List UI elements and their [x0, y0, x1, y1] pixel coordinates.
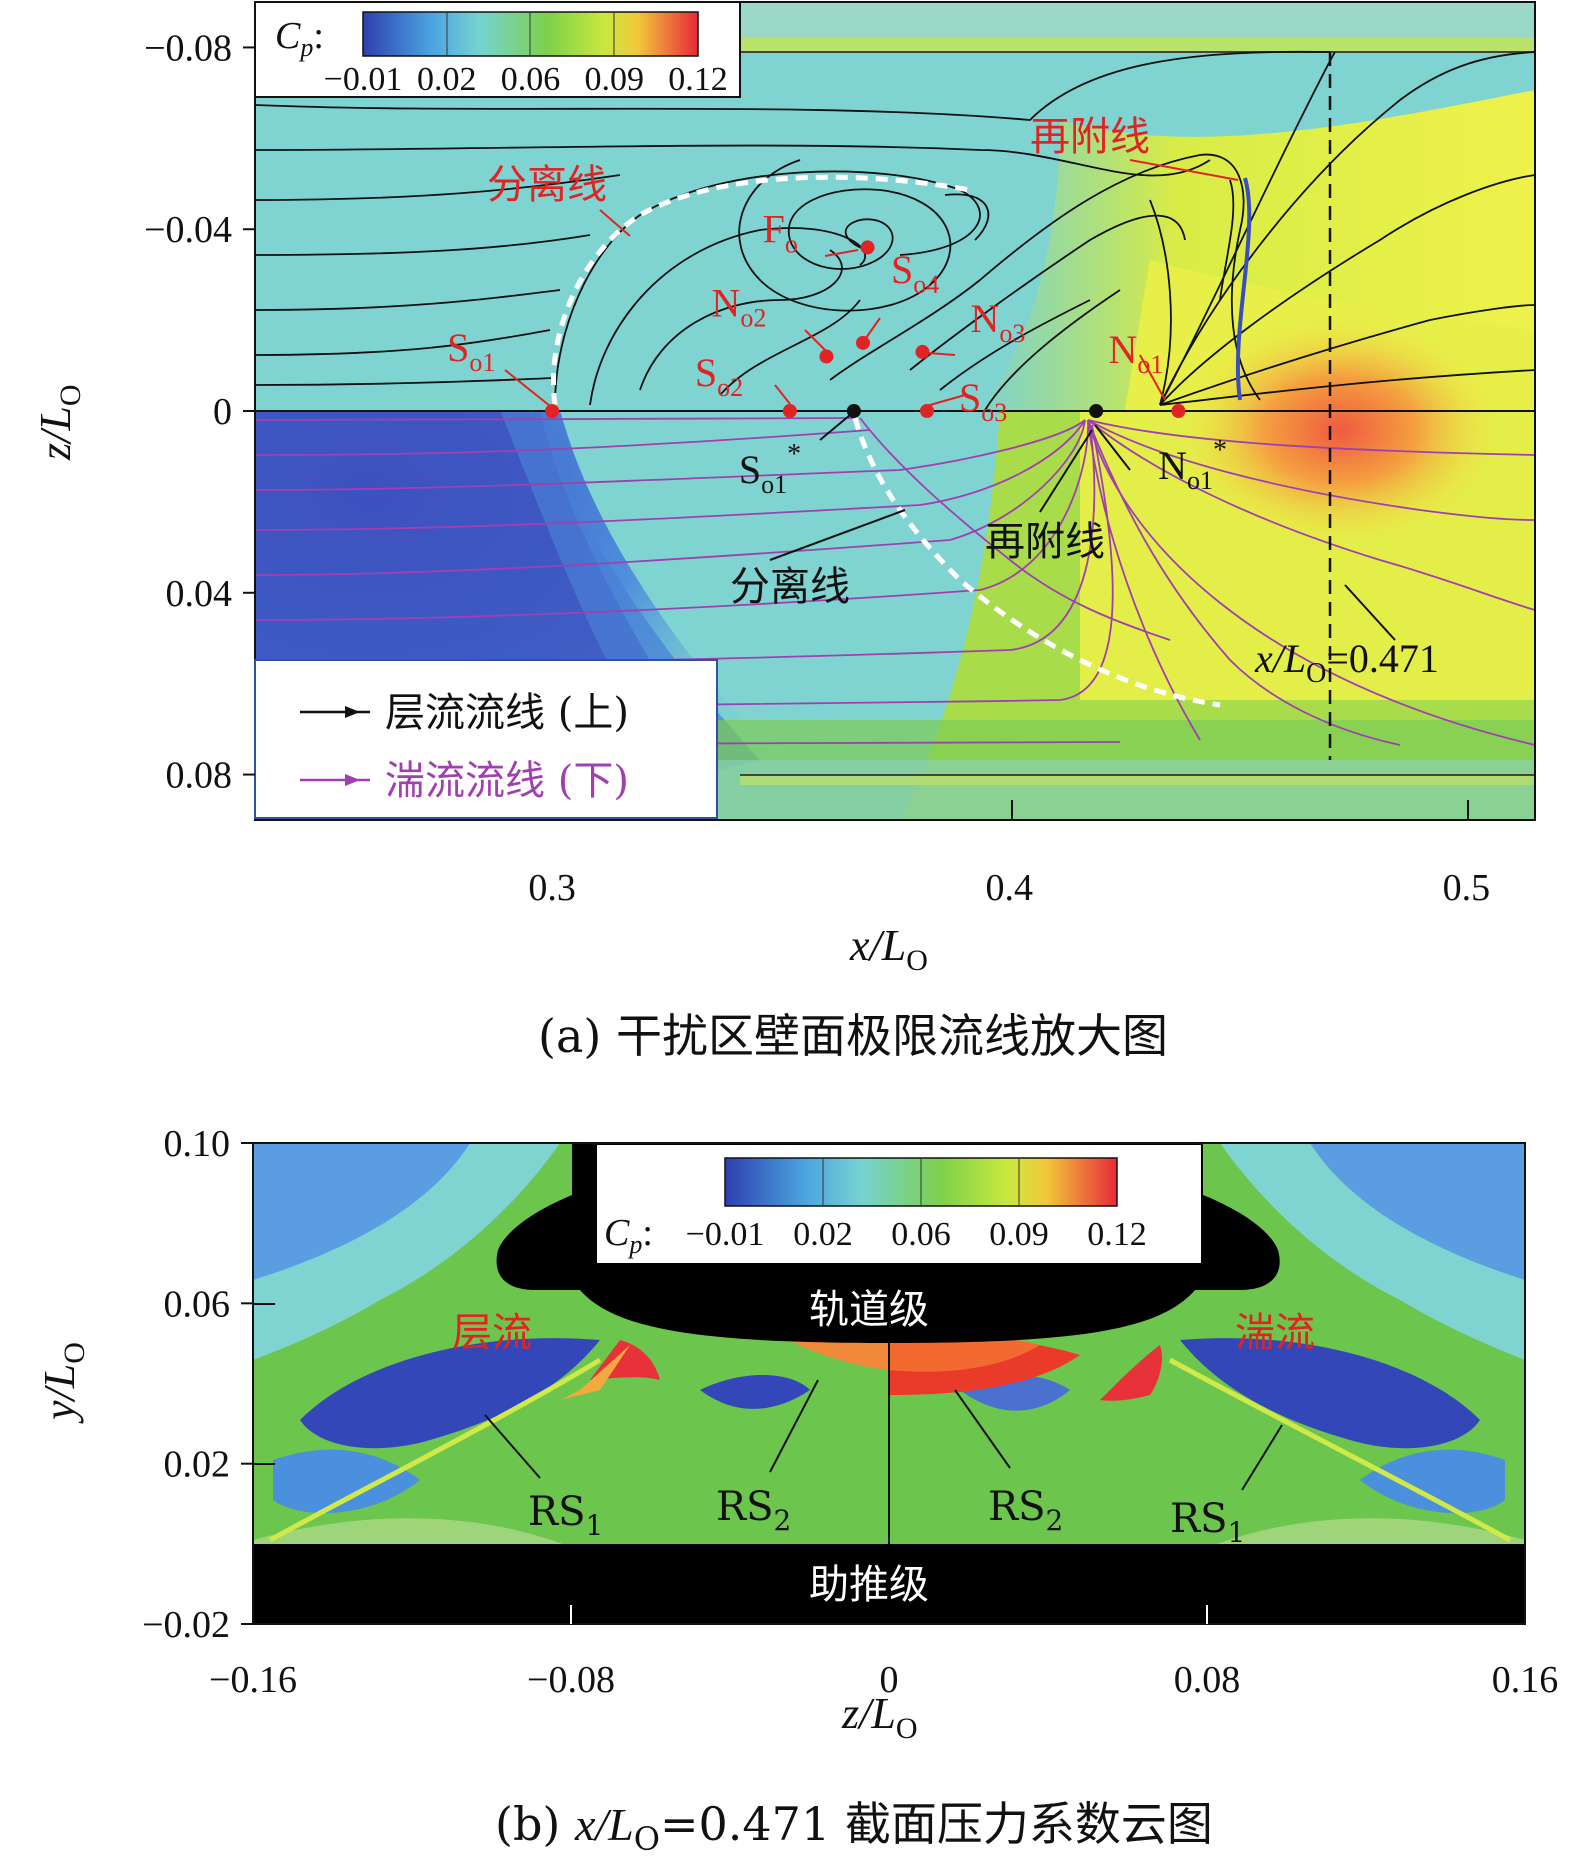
separation-line-label-black: 分离线 — [730, 564, 850, 610]
y-tick-a-2: 0 — [213, 391, 232, 433]
point-so4 — [856, 335, 870, 350]
point-label-fo: Fo — [763, 206, 798, 258]
laminar-label: 层流 — [452, 1310, 532, 1356]
rs1-right-label: RS1 — [1170, 1496, 1245, 1549]
separation-line-label-red: 分离线 — [487, 162, 607, 208]
y-tick-a-4: 0.08 — [166, 755, 233, 797]
x-tick-b-0: −0.16 — [209, 1659, 297, 1701]
point-no1-star — [1089, 404, 1104, 418]
point-no3 — [915, 344, 930, 359]
x-tick-b-3: 0.08 — [1174, 1659, 1241, 1701]
y-tick-a-0: −0.08 — [144, 27, 232, 69]
rs1-left-label: RS1 — [528, 1489, 603, 1542]
legend-turbulent: 湍流流线 (下) — [385, 758, 629, 804]
point-no2 — [819, 349, 834, 364]
x-tick-a-1: 0.4 — [986, 867, 1034, 909]
y-tick-a-3: 0.04 — [166, 573, 233, 615]
x-tick-a-0: 0.3 — [528, 867, 576, 909]
rs2-left-label: RS2 — [716, 1484, 791, 1537]
point-so3 — [920, 404, 934, 418]
point-label-so3: So3 — [959, 375, 1007, 427]
reattachment-line-label-black: 再附线 — [985, 519, 1105, 565]
legend-a: 层流流线 (上) 湍流流线 (下) — [254, 659, 718, 819]
x-tick-b-2: 0 — [880, 1659, 899, 1701]
colorbar-a-label: Cp: — [275, 15, 324, 62]
x-axis-label-a: x/LO — [849, 921, 928, 977]
section-line-label: x/LO=0.471 — [1254, 636, 1439, 689]
orbiter-label: 轨道级 — [809, 1287, 929, 1333]
reattachment-line-label-red: 再附线 — [1030, 114, 1150, 160]
y-tick-a-1: −0.04 — [144, 209, 232, 251]
x-tick-b-1: −0.08 — [527, 1659, 615, 1701]
colorbar-a-tick-2: 0.06 — [501, 61, 561, 98]
point-no1 — [1171, 404, 1186, 418]
y-tick-b-3: −0.02 — [142, 1604, 230, 1646]
legend-laminar: 层流流线 (上) — [385, 690, 629, 736]
point-label-so4: So4 — [891, 247, 939, 299]
point-label-so2: So2 — [695, 350, 743, 402]
colorbar-b-tick-3: 0.09 — [989, 1216, 1049, 1253]
colorbar-b-tick-2: 0.06 — [891, 1216, 951, 1253]
turbulent-label: 湍流 — [1235, 1310, 1315, 1356]
colorbar-a-tick-3: 0.09 — [585, 61, 645, 98]
x-tick-a-2: 0.5 — [1443, 867, 1491, 909]
colorbar-b-tick-1: 0.02 — [793, 1216, 853, 1253]
colorbar-a: Cp: −0.01 0.02 0.06 0.09 0.12 — [254, 1, 741, 98]
colorbar-b-tick-4: 0.12 — [1087, 1216, 1147, 1253]
colorbar-b: Cp: −0.01 0.02 0.06 0.09 0.12 — [597, 1145, 1201, 1263]
colorbar-b-label: Cp: — [604, 1212, 653, 1259]
point-so1-star — [846, 404, 861, 418]
point-fo — [860, 240, 875, 255]
point-label-no3: No3 — [970, 296, 1025, 348]
colorbar-a-tick-0: −0.01 — [324, 61, 403, 98]
panel-b: Cp: −0.01 0.02 0.06 0.09 0.12 轨道级 助推级 层流 湍流 … — [35, 1123, 1558, 1858]
point-label-so1-star: So1* — [739, 439, 801, 499]
rs2-right-label: RS2 — [988, 1484, 1063, 1537]
point-so2 — [782, 404, 797, 418]
y-tick-b-2: 0.02 — [164, 1444, 231, 1486]
point-label-no1-star: No1* — [1158, 435, 1227, 495]
x-tick-b-4: 0.16 — [1492, 1659, 1559, 1701]
y-tick-b-0: 0.10 — [164, 1123, 231, 1165]
point-label-no2: No2 — [711, 280, 766, 332]
point-label-so1: So1 — [447, 325, 495, 377]
x-axis-label-b: z/LO — [841, 1689, 918, 1745]
colorbar-b-tick-0: −0.01 — [686, 1216, 765, 1253]
y-axis-label-b: y/LO — [35, 1342, 91, 1424]
colorbar-a-tick-1: 0.02 — [417, 61, 477, 98]
caption-a: (a) 干扰区壁面极限流线放大图 — [538, 1009, 1168, 1063]
colorbar-a-tick-4: 0.12 — [668, 61, 728, 98]
y-axis-label-a: z/LO — [31, 385, 87, 462]
laminar-streamlines — [255, 50, 1535, 411]
y-tick-b-1: 0.06 — [164, 1283, 231, 1325]
booster-label: 助推级 — [809, 1562, 929, 1608]
caption-b: (b) x/LO=0.471 截面压力系数云图 — [495, 1797, 1213, 1858]
point-so1 — [545, 404, 560, 418]
